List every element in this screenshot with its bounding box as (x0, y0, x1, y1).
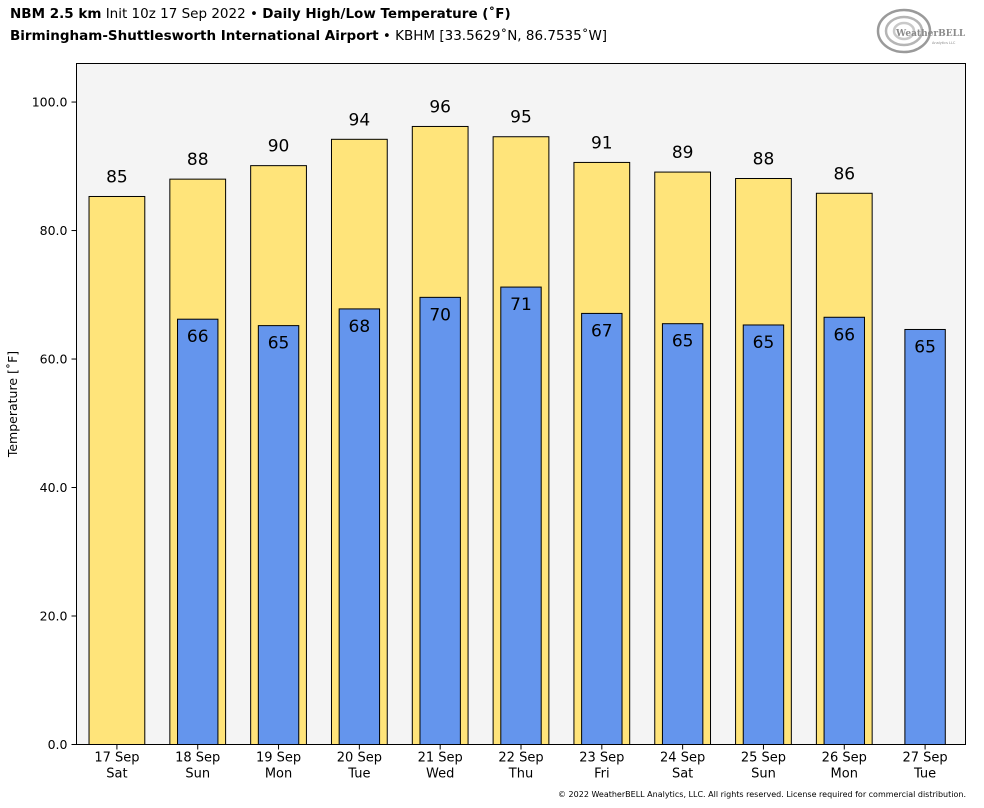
y-tick-label: 40.0 (40, 480, 68, 495)
high-temp-label: 94 (349, 110, 371, 130)
low-temp-bar (500, 286, 542, 745)
low-temp-label: 65 (672, 332, 694, 352)
x-tick-label-day: Tue (347, 767, 370, 782)
x-tick-label-date: 19 Sep (256, 751, 301, 766)
copyright-notice: © 2022 WeatherBELL Analytics, LLC. All r… (558, 790, 966, 799)
x-tick-label-date: 17 Sep (94, 751, 139, 766)
y-axis-label: Temperature [˚F] (5, 351, 20, 458)
x-tick-label-date: 21 Sep (418, 751, 463, 766)
high-temp-label: 96 (429, 97, 451, 117)
x-tick-label-day: Mon (265, 767, 292, 782)
x-tick-label-day: Thu (508, 767, 533, 782)
high-temp-bar (88, 195, 146, 745)
low-temp-label: 71 (510, 295, 532, 315)
chart-subtitle: Birmingham-Shuttlesworth International A… (10, 28, 607, 44)
low-temp-bar (581, 312, 623, 745)
low-temp-label: 68 (349, 317, 371, 337)
station-info: KBHM [33.5629˚N, 86.7535˚W] (395, 28, 608, 44)
low-temp-bar (177, 318, 219, 745)
low-temp-label: 70 (429, 305, 451, 325)
x-tick-label-day: Sun (751, 767, 776, 782)
logo-subtext: Analytics LLC (932, 41, 956, 45)
model-name: NBM 2.5 km (10, 6, 102, 22)
low-temp-label: 66 (187, 327, 209, 347)
high-temp-label: 95 (510, 108, 532, 128)
logo-swirl-mid (884, 15, 924, 47)
high-temp-label: 91 (591, 133, 613, 153)
x-tick-label-day: Wed (426, 767, 454, 782)
x-tick-label-date: 23 Sep (579, 751, 624, 766)
low-temp-bar (823, 316, 865, 745)
low-temp-bar (904, 328, 946, 745)
x-tick-label-date: 26 Sep (822, 751, 867, 766)
high-temp-label: 88 (187, 150, 209, 170)
low-temp-bar (742, 324, 785, 745)
high-temp-label: 85 (106, 167, 128, 187)
low-temp-label: 65 (914, 337, 936, 357)
high-temp-label: 90 (268, 137, 290, 157)
weatherbell-logo: WeatherBELL Analytics LLC (876, 8, 966, 54)
x-tick-label-day: Sat (106, 767, 127, 782)
x-tick-label-date: 18 Sep (175, 751, 220, 766)
low-temp-label: 66 (833, 325, 855, 345)
x-tick-label-date: 22 Sep (498, 751, 543, 766)
y-tick-label: 0.0 (48, 737, 68, 752)
logo-swirl-outer (876, 8, 932, 54)
x-tick-label-date: 25 Sep (741, 751, 786, 766)
subtitle-separator: • (382, 28, 391, 44)
bar-labels-layer: 85 88 66 90 65 94 68 96 70 95 71 91 67 89 65 88 65 86 66 65 (106, 97, 936, 357)
x-tick-label-date: 27 Sep (902, 751, 947, 766)
product-name: Daily High/Low Temperature (˚F) (262, 6, 511, 22)
x-tick-label-day: Fri (594, 767, 610, 782)
logo-swirl-inner (892, 21, 916, 41)
logo-text: WeatherBELL (895, 29, 966, 39)
x-tick-label-date: 24 Sep (660, 751, 705, 766)
low-temp-label: 65 (753, 333, 775, 353)
low-temp-label: 65 (268, 334, 290, 354)
title-separator: • (249, 6, 258, 22)
high-temp-label: 89 (672, 143, 694, 163)
chart-title: NBM 2.5 km Init 10z 17 Sep 2022 • Daily … (10, 6, 511, 22)
bars-layer (88, 125, 946, 746)
location-name: Birmingham-Shuttlesworth International A… (10, 28, 379, 44)
y-axis: 0.0 20.0 40.0 60.0 80.0 100.0 (32, 95, 77, 752)
init-time: Init 10z 17 Sep 2022 (105, 6, 246, 22)
y-tick-label: 80.0 (40, 223, 68, 238)
x-tick-label-date: 20 Sep (337, 751, 382, 766)
y-tick-label: 100.0 (32, 95, 68, 110)
low-temp-label: 67 (591, 321, 613, 341)
high-temp-label: 88 (753, 149, 775, 169)
low-temp-bar (661, 323, 704, 745)
x-tick-label-day: Sun (185, 767, 210, 782)
low-temp-bar (338, 308, 381, 745)
x-tick-label-day: Tue (913, 767, 936, 782)
y-tick-label: 20.0 (40, 609, 68, 624)
y-tick-label: 60.0 (40, 352, 68, 367)
low-temp-bar (419, 296, 461, 745)
low-temp-bar (257, 325, 300, 745)
high-temp-label: 86 (833, 164, 855, 184)
x-tick-label-day: Sat (672, 767, 693, 782)
x-tick-label-day: Mon (831, 767, 858, 782)
